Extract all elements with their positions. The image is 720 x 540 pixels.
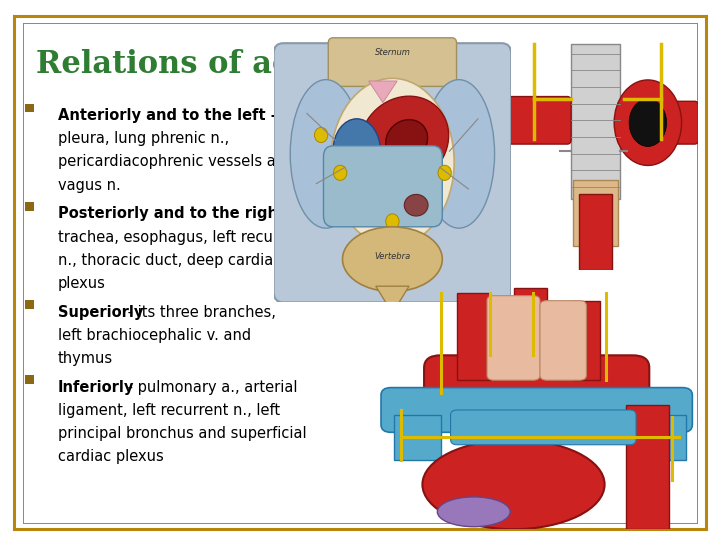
Bar bbox=[579, 194, 612, 270]
Text: pleura, lung phrenic n.,: pleura, lung phrenic n., bbox=[58, 131, 229, 146]
Ellipse shape bbox=[360, 96, 449, 185]
FancyBboxPatch shape bbox=[381, 388, 693, 433]
Polygon shape bbox=[376, 286, 409, 313]
Text: thymus: thymus bbox=[58, 351, 113, 366]
FancyBboxPatch shape bbox=[620, 102, 698, 144]
FancyBboxPatch shape bbox=[540, 301, 586, 380]
Ellipse shape bbox=[405, 194, 428, 216]
Text: - pulmonary a., arterial: - pulmonary a., arterial bbox=[122, 380, 297, 395]
FancyBboxPatch shape bbox=[323, 146, 442, 227]
Ellipse shape bbox=[437, 497, 510, 526]
Bar bbox=[25, 202, 34, 211]
Ellipse shape bbox=[423, 440, 605, 529]
Bar bbox=[25, 300, 34, 309]
Circle shape bbox=[315, 127, 328, 143]
Text: vagus n.: vagus n. bbox=[58, 178, 120, 193]
Circle shape bbox=[629, 99, 667, 146]
Bar bbox=[573, 301, 600, 380]
Text: Vertebra: Vertebra bbox=[374, 252, 410, 261]
Text: Superiorly: Superiorly bbox=[58, 305, 143, 320]
Text: Sternum: Sternum bbox=[374, 48, 410, 57]
Circle shape bbox=[386, 214, 399, 229]
Text: Anteriorly and to the left -: Anteriorly and to the left - bbox=[58, 108, 276, 123]
Text: cardiac plexus: cardiac plexus bbox=[58, 449, 163, 464]
FancyBboxPatch shape bbox=[424, 355, 649, 430]
Text: principal bronchus and superficial: principal bronchus and superficial bbox=[58, 426, 306, 441]
Text: Inferiorly: Inferiorly bbox=[58, 380, 134, 395]
Text: Relations of aortic arch: Relations of aortic arch bbox=[36, 49, 440, 79]
Circle shape bbox=[614, 80, 682, 165]
Bar bbox=[25, 375, 34, 384]
Text: Posteriorly and to the right -: Posteriorly and to the right - bbox=[58, 206, 296, 221]
Polygon shape bbox=[369, 81, 397, 103]
FancyBboxPatch shape bbox=[487, 296, 540, 380]
FancyBboxPatch shape bbox=[328, 38, 456, 86]
Ellipse shape bbox=[423, 79, 495, 228]
Bar bbox=[513, 288, 546, 375]
Ellipse shape bbox=[333, 119, 380, 184]
Text: pericardiacophrenic vessels and: pericardiacophrenic vessels and bbox=[58, 154, 294, 170]
Bar bbox=[626, 405, 669, 529]
Bar bbox=[633, 415, 685, 460]
FancyBboxPatch shape bbox=[508, 97, 571, 144]
Bar bbox=[395, 415, 441, 460]
Bar bbox=[25, 104, 34, 112]
Bar bbox=[457, 293, 490, 380]
Ellipse shape bbox=[386, 120, 428, 161]
Text: ligament, left recurrent n., left: ligament, left recurrent n., left bbox=[58, 403, 280, 418]
Circle shape bbox=[438, 165, 451, 180]
Ellipse shape bbox=[343, 227, 442, 292]
FancyBboxPatch shape bbox=[274, 43, 511, 302]
Bar bbox=[573, 180, 618, 246]
Text: trachea, esophagus, left recurrent: trachea, esophagus, left recurrent bbox=[58, 230, 308, 245]
Text: n., thoracic duct, deep cardiac: n., thoracic duct, deep cardiac bbox=[58, 253, 281, 268]
Text: plexus: plexus bbox=[58, 276, 105, 291]
Ellipse shape bbox=[290, 79, 361, 228]
Text: - its three branches,: - its three branches, bbox=[122, 305, 276, 320]
Bar bbox=[571, 44, 620, 199]
FancyBboxPatch shape bbox=[451, 410, 636, 445]
Circle shape bbox=[333, 165, 347, 180]
Text: left brachiocephalic v. and: left brachiocephalic v. and bbox=[58, 328, 251, 343]
Ellipse shape bbox=[330, 78, 454, 246]
